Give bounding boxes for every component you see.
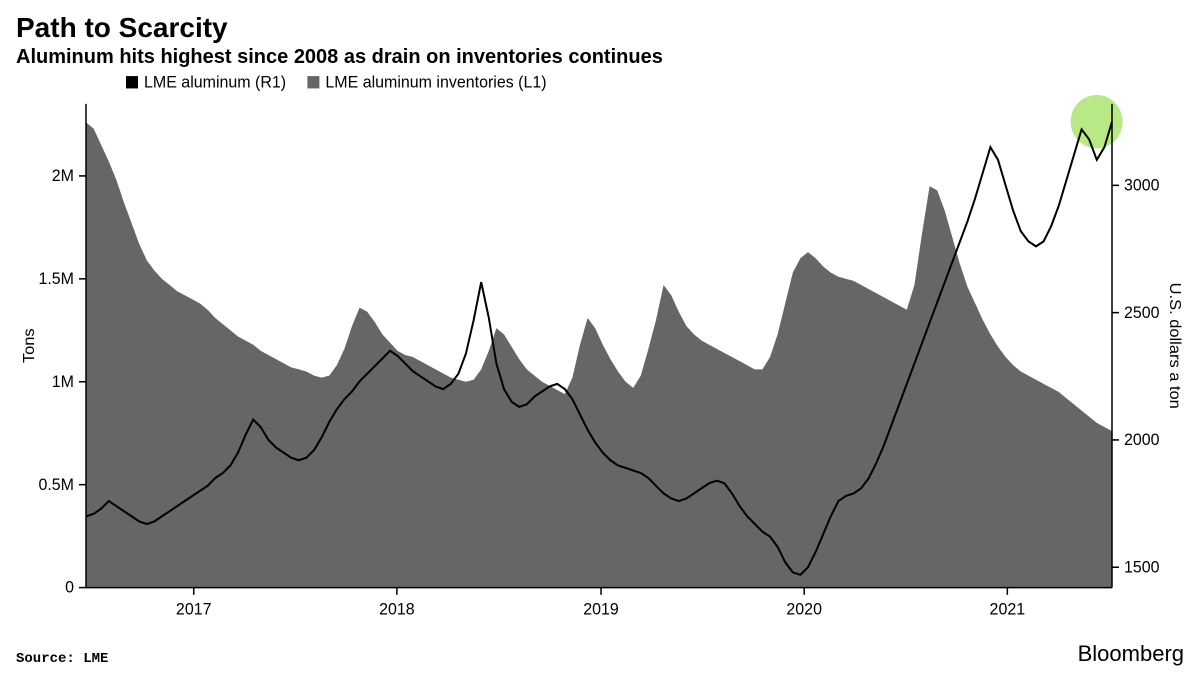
chart-subtitle: Aluminum hits highest since 2008 as drai… bbox=[16, 46, 1184, 69]
y-right-tick-label: 3000 bbox=[1124, 176, 1160, 194]
x-tick-label: 2018 bbox=[379, 600, 415, 618]
x-tick-label: 2019 bbox=[583, 600, 619, 618]
y-left-label: Tons bbox=[20, 328, 38, 363]
y-left-tick-label: 1M bbox=[52, 373, 74, 391]
chart-area: 0 0.5M 1M 1.5M 2M 1500 2000 2500 3000 2017 2018 201… bbox=[16, 73, 1184, 637]
legend-label: LME aluminum inventories (L1) bbox=[325, 73, 546, 91]
y-right-label: U.S. dollars a ton bbox=[1166, 283, 1184, 409]
y-right-tick-label: 1500 bbox=[1124, 558, 1160, 576]
y-left-tick-label: 2M bbox=[52, 167, 74, 185]
source-attribution: Source: LME bbox=[16, 651, 108, 667]
y-left-tick-label: 0.5M bbox=[38, 476, 74, 494]
brand-logo: Bloomberg bbox=[1078, 641, 1184, 667]
inventory-area bbox=[86, 122, 1112, 587]
x-tick-label: 2017 bbox=[176, 600, 212, 618]
y-right-tick-label: 2000 bbox=[1124, 431, 1160, 449]
x-tick-label: 2020 bbox=[786, 600, 822, 618]
y-right-tick-label: 2500 bbox=[1124, 304, 1160, 322]
legend-swatch bbox=[126, 76, 138, 88]
legend-label: LME aluminum (R1) bbox=[144, 73, 286, 91]
x-tick-label: 2021 bbox=[990, 600, 1026, 618]
y-left-tick-label: 1.5M bbox=[38, 270, 74, 288]
legend-swatch bbox=[307, 76, 319, 88]
y-left-tick-label: 0 bbox=[65, 579, 74, 597]
chart-title: Path to Scarcity bbox=[16, 12, 1184, 44]
